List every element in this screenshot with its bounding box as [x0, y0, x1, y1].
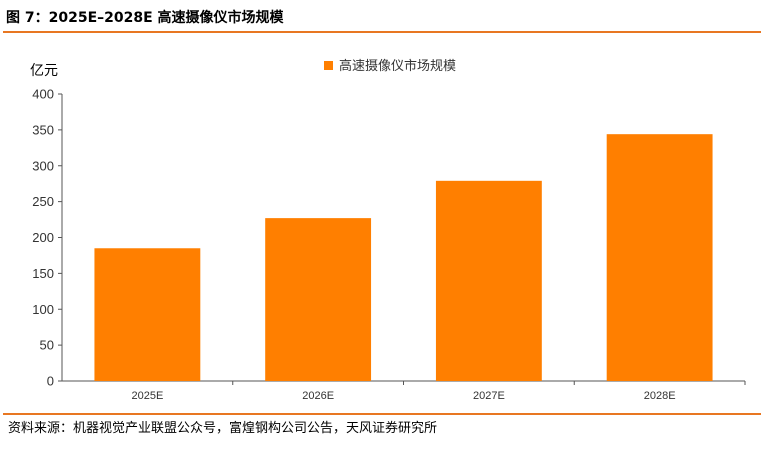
y-tick-label: 150: [32, 266, 54, 281]
x-axis-ticks: 2025E 2026E 2027E 2028E: [131, 381, 746, 402]
bar: [265, 218, 372, 381]
y-tick-label: 300: [32, 158, 54, 173]
y-tick-label: 100: [32, 302, 54, 317]
bar: [435, 180, 542, 381]
y-axis-unit-label: 亿元: [30, 63, 58, 79]
title-divider: [3, 31, 761, 33]
source-note: 资料来源：机器视觉产业联盟公众号，富煌钢构公司公告，天风证券研究所: [8, 421, 438, 436]
y-tick-label: 200: [32, 230, 54, 245]
legend: 高速摄像仪市场规模: [324, 58, 456, 74]
x-tick-label: 2027E: [473, 390, 505, 402]
bar: [94, 248, 201, 381]
legend-swatch: [324, 61, 333, 70]
y-tick-label: 250: [32, 194, 54, 209]
y-tick-label: 50: [40, 338, 54, 353]
source-divider: [3, 413, 761, 415]
x-tick-label: 2026E: [302, 390, 334, 402]
y-tick-label: 0: [47, 374, 54, 389]
y-axis-ticks: 0 50 100 150 200 250 300 350 400: [32, 87, 62, 389]
bar: [606, 134, 713, 381]
figure-title: 图 7：2025E–2028E 高速摄像仪市场规模: [6, 10, 284, 26]
bars: [94, 134, 713, 381]
legend-label: 高速摄像仪市场规模: [339, 58, 456, 74]
x-tick-label: 2028E: [644, 390, 676, 402]
y-tick-label: 400: [32, 87, 54, 102]
x-tick-label: 2025E: [131, 390, 163, 402]
y-tick-label: 350: [32, 122, 54, 137]
